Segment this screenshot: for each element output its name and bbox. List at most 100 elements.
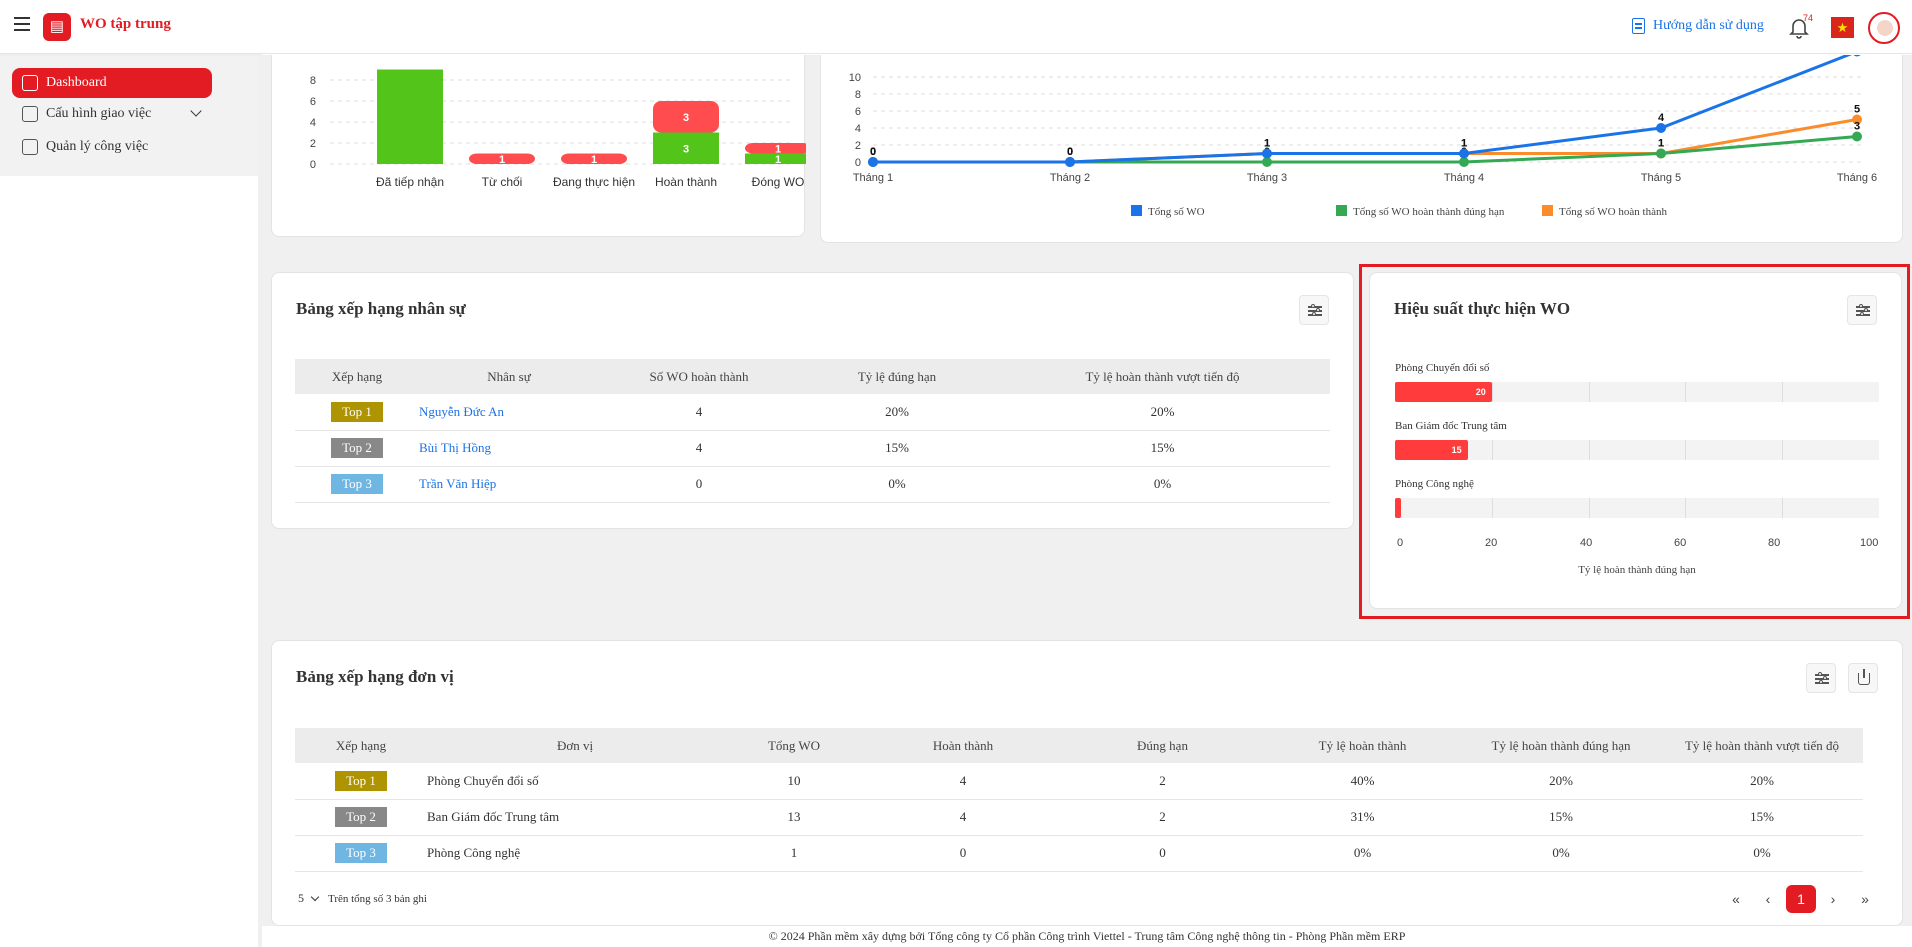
status-bar-chart: 0 2 4 6 8 Đã tiếp nhận 1 Từ chối 1 Đang thực hiện…: [310, 69, 806, 189]
legend-swatch: [1131, 205, 1142, 216]
table-row: Top 2 Ban Giám đốc Trung tâm 13 4 2 31% …: [295, 799, 1863, 836]
rank-badge: Top 2: [331, 438, 383, 458]
status-chart-card: 0 2 4 6 8 Đã tiếp nhận 1 Từ chối 1 Đang thực hiện…: [271, 30, 806, 237]
bar-value-label: 1: [775, 143, 781, 155]
y-tick-label: 4: [855, 123, 861, 135]
footer-text: © 2024 Phần mềm xây dựng bởi Tổng công t…: [262, 926, 1912, 947]
y-tick-label: 2: [855, 140, 861, 152]
x-tick-label: Tháng 5: [1641, 172, 1681, 184]
next-page-button[interactable]: ›: [1830, 891, 1836, 907]
last-page-button[interactable]: »: [1861, 891, 1869, 907]
bar-segment: [561, 153, 627, 164]
perf-bar-track: [1395, 498, 1879, 518]
data-label: 1: [1264, 138, 1270, 150]
bar-value-label: 1: [775, 154, 781, 166]
bar-value-label: 1: [591, 154, 597, 166]
sidebar-item-label: Cấu hình giao việc: [46, 106, 152, 121]
sidebar: [0, 56, 258, 947]
data-point: [1065, 157, 1075, 167]
sidebar-item-dashboard[interactable]: Dashboard: [12, 68, 212, 98]
app-logo-icon: ▤: [43, 13, 71, 41]
rank-badge: Top 2: [335, 807, 387, 827]
hamburger-menu-icon[interactable]: [14, 17, 30, 31]
x-tick-label: Đang thực hiện: [553, 175, 635, 189]
series-line: [873, 50, 1858, 164]
perf-category-label: Phòng Chuyển đổi số: [1395, 362, 1490, 374]
y-tick-label: 10: [849, 72, 861, 84]
x-tick-label: Tháng 6: [1837, 172, 1877, 184]
performance-title: Hiệu suất thực hiện WO: [1394, 299, 1571, 318]
staff-name-link[interactable]: Trần Văn Hiệp: [419, 476, 497, 491]
y-tick-label: 6: [310, 96, 316, 108]
ahead-rate: 15%: [1661, 799, 1863, 836]
user-guide-link[interactable]: Hướng dẫn sử dụng: [1632, 18, 1764, 34]
staff-ranking-title: Bảng xếp hạng nhân sự: [296, 299, 466, 318]
download-icon: [1858, 669, 1870, 685]
col-rank: Xếp hạng: [295, 359, 419, 394]
data-point: [1656, 148, 1666, 159]
data-point: [868, 157, 878, 167]
user-avatar[interactable]: [1868, 12, 1900, 44]
rank-badge: Top 1: [335, 770, 387, 791]
current-page-button[interactable]: 1: [1786, 885, 1816, 913]
done-count: 4: [865, 799, 1061, 836]
on-time-count: 2: [1061, 799, 1264, 836]
table-row: Top 2 Bùi Thị Hồng 4 15% 15%: [295, 430, 1330, 467]
prev-page-button[interactable]: ‹: [1765, 891, 1771, 907]
x-tick-label: Tháng 4: [1444, 172, 1484, 184]
perf-bar-value: 15: [1451, 445, 1462, 455]
on-time-rate: 20%: [1461, 763, 1661, 800]
first-page-button[interactable]: «: [1732, 891, 1740, 907]
unit-name: Phòng Chuyển đổi số: [427, 763, 723, 800]
perf-category-label: Phòng Công nghệ: [1395, 478, 1474, 490]
x-tick-label: Tháng 3: [1247, 172, 1287, 184]
data-label: 0: [1067, 146, 1073, 158]
vietnam-flag-icon[interactable]: ★: [1831, 17, 1854, 38]
data-label: 5: [1854, 104, 1860, 116]
notification-bell-icon[interactable]: [1788, 16, 1810, 40]
filter-settings-button[interactable]: [1847, 295, 1877, 325]
data-point: [1852, 114, 1862, 125]
done-rate: 40%: [1264, 763, 1461, 800]
data-point: [1262, 157, 1272, 167]
staff-name-link[interactable]: Bùi Thị Hồng: [419, 440, 491, 455]
filter-settings-button[interactable]: [1806, 663, 1836, 693]
on-time-rate: 15%: [799, 430, 995, 467]
sidebar-item-work-management[interactable]: Quản lý công việc: [12, 132, 212, 162]
x-tick-label: Hoàn thành: [655, 175, 717, 189]
user-guide-label: Hướng dẫn sử dụng: [1653, 18, 1764, 33]
top-header: ▤ WO tập trung Hướng dẫn sử dụng 74 ★: [0, 0, 1912, 54]
ahead-rate: 0%: [1661, 835, 1863, 872]
bar-segment: [745, 143, 806, 154]
on-time-count: 2: [1061, 763, 1264, 800]
download-button[interactable]: [1848, 663, 1878, 693]
col-ahead: Tỷ lệ hoàn thành vượt tiến độ: [995, 359, 1330, 394]
done-count: 4: [599, 430, 799, 467]
chevron-down-icon[interactable]: [190, 105, 202, 117]
sidebar-item-task-config[interactable]: Cấu hình giao việc: [12, 99, 212, 129]
bar-segment: [653, 101, 719, 133]
page-size-value: 5: [298, 891, 304, 905]
bar-segment: [469, 153, 535, 164]
x-tick-label: Đóng WO: [752, 175, 805, 189]
ahead-rate: 20%: [1661, 763, 1863, 800]
bar-value-label: 3: [683, 143, 689, 155]
done-count: 0: [865, 835, 1061, 872]
table-row: Top 3 Trần Văn Hiệp 0 0% 0%: [295, 466, 1330, 503]
staff-name-link[interactable]: Nguyễn Đức An: [419, 403, 505, 419]
done-count: 4: [865, 763, 1061, 800]
data-label: 1: [1264, 138, 1270, 150]
y-tick-label: 8: [310, 75, 316, 87]
document-icon: [1632, 18, 1645, 34]
on-time-count: 0: [1061, 835, 1264, 872]
bar-segment: [377, 69, 443, 164]
on-time-rate: 20%: [799, 394, 995, 431]
page-size-select[interactable]: 5 Trên tổng số 3 bản ghi: [298, 891, 427, 906]
filter-settings-button[interactable]: [1299, 295, 1329, 325]
unit-name: Phòng Công nghệ: [427, 835, 723, 872]
total-wo: 10: [723, 763, 865, 800]
app-title: WO tập trung: [80, 16, 171, 32]
bar-segment: [653, 132, 719, 164]
data-label: 0: [1067, 146, 1073, 158]
x-tick-label: Tháng 1: [853, 172, 893, 184]
